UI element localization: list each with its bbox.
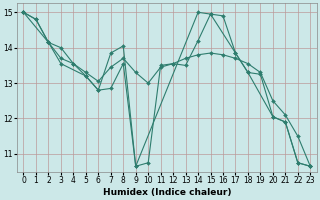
X-axis label: Humidex (Indice chaleur): Humidex (Indice chaleur) xyxy=(103,188,231,197)
